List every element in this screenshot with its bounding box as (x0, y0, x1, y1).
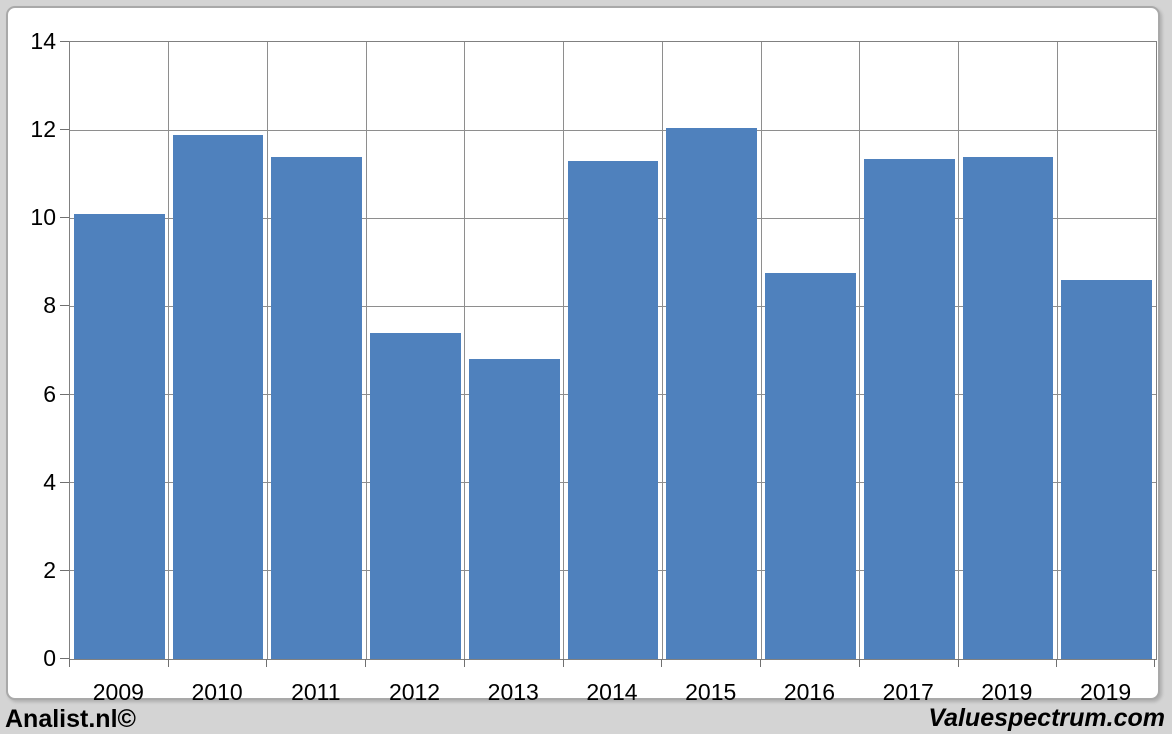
x-tick-mark-2 (266, 659, 268, 667)
x-gridline-9 (958, 42, 960, 659)
x-axis-label-6: 2015 (685, 679, 737, 705)
y-axis-label-0: 0 (43, 645, 56, 671)
y-tick-mark-0 (60, 658, 69, 659)
bar-2010-1 (172, 134, 264, 659)
bar-2011-2 (271, 156, 363, 659)
x-tick-mark-6 (661, 659, 663, 667)
bar-2015-6 (666, 127, 758, 659)
x-gridline-1 (168, 42, 170, 659)
bar-2009-0 (74, 213, 165, 659)
x-tick-mark-10 (1056, 659, 1058, 667)
chart-frame: 0 2 4 6 8 10 12 14 2009 2010 2011 2012 2013 2014 2015… (6, 6, 1160, 704)
y-gridline-12 (70, 129, 1156, 131)
y-axis-label-2: 2 (43, 556, 56, 583)
bar-2019-9 (962, 156, 1054, 659)
x-tick-mark-0 (69, 659, 70, 667)
bar-2013-4 (468, 359, 560, 659)
y-tick-mark-6 (60, 393, 69, 395)
y-axis-label-4: 4 (43, 468, 56, 495)
x-axis-label-5: 2014 (586, 679, 638, 705)
y-tick-mark-14 (60, 41, 69, 42)
x-axis-label-3: 2012 (388, 679, 441, 705)
x-tick-mark-8 (858, 659, 860, 667)
x-axis-label-4: 2013 (487, 679, 539, 705)
bar-2017-8 (863, 158, 955, 659)
bar-2014-5 (567, 161, 659, 659)
x-gridline-5 (563, 42, 565, 659)
y-tick-mark-12 (60, 129, 69, 131)
x-tick-mark-11 (1154, 659, 1155, 667)
brand-valuespectrum: Valuespectrum.com (928, 704, 1165, 732)
x-axis-label-1: 2010 (191, 679, 243, 705)
x-axis-label-9: 2019 (981, 679, 1033, 705)
y-tick-mark-4 (60, 481, 69, 483)
bar-2016-7 (765, 273, 856, 659)
x-gridline-4 (464, 42, 466, 659)
x-gridline-6 (661, 42, 663, 659)
x-gridline-2 (266, 42, 268, 659)
x-gridline-10 (1056, 42, 1058, 659)
bar-2019-10 (1061, 280, 1152, 659)
y-axis-label-12: 12 (30, 116, 56, 143)
y-tick-mark-10 (60, 217, 69, 219)
x-gridline-8 (859, 42, 861, 659)
x-axis-label-7: 2016 (783, 679, 836, 705)
x-tick-mark-9 (957, 659, 959, 667)
brand-analist: Analist.nl© (5, 705, 136, 733)
x-tick-mark-5 (562, 659, 564, 667)
plot-area (69, 41, 1157, 660)
x-axis-label-0: 2009 (92, 679, 144, 705)
y-tick-mark-2 (60, 569, 69, 571)
x-axis-label-2: 2011 (291, 679, 341, 705)
x-axis-label-10: 2019 (1080, 679, 1132, 705)
y-axis-label-10: 10 (30, 204, 56, 231)
x-tick-mark-7 (760, 659, 762, 667)
y-axis-label-8: 8 (43, 292, 56, 319)
bar-2012-3 (370, 332, 461, 659)
x-tick-mark-3 (365, 659, 367, 667)
x-gridline-7 (760, 42, 762, 659)
y-tick-mark-8 (60, 305, 69, 307)
y-axis-label-6: 6 (43, 380, 56, 407)
y-axis-label-14: 14 (30, 28, 56, 54)
x-gridline-3 (365, 42, 367, 659)
x-tick-mark-4 (463, 659, 465, 667)
x-axis-label-8: 2017 (882, 679, 934, 705)
x-tick-mark-1 (167, 659, 169, 667)
